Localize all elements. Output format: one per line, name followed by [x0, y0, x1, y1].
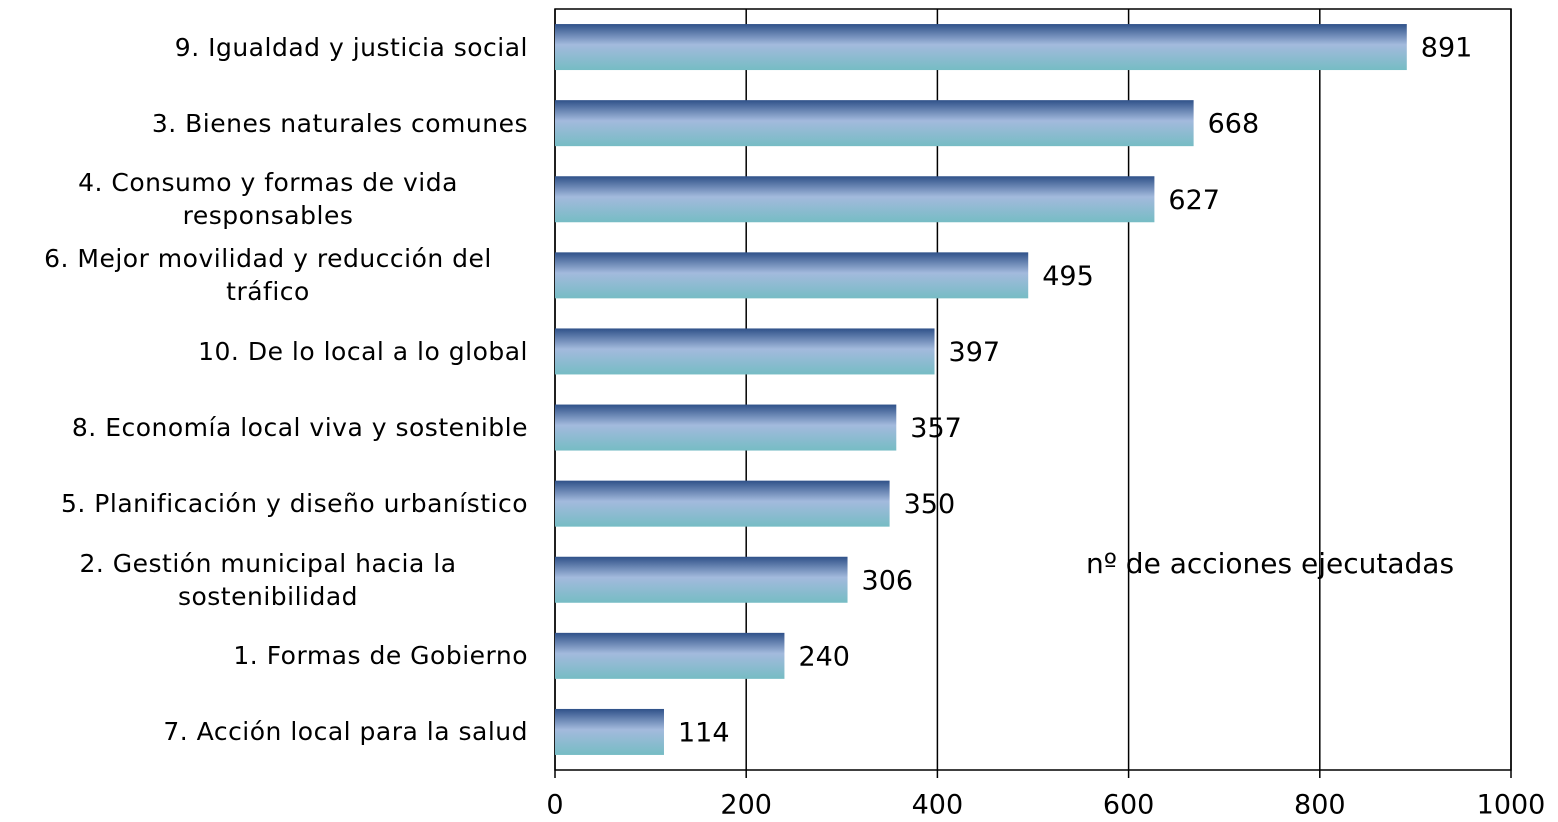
- y-tick-text: 7. Acción local para la salud: [163, 717, 528, 747]
- bar: [555, 708, 664, 755]
- bar: [555, 100, 1194, 147]
- y-tick-label: 4. Consumo y formas de vida responsables: [8, 166, 528, 232]
- value-label: 240: [798, 641, 850, 672]
- value-label: 350: [904, 489, 956, 520]
- y-tick-text: 4. Consumo y formas de vida responsables: [78, 168, 458, 231]
- y-tick-label: 1. Formas de Gobierno: [8, 639, 528, 672]
- value-label: 495: [1042, 261, 1094, 292]
- value-label: 114: [678, 717, 730, 748]
- value-label: 306: [862, 565, 914, 596]
- x-tick-label: 800: [1294, 790, 1346, 821]
- bar: [555, 632, 785, 679]
- annotation: nº de acciones ejecutadas: [1086, 547, 1454, 580]
- y-tick-text: 10. De lo local a lo global: [198, 336, 528, 366]
- x-tick-label: 600: [1103, 790, 1155, 821]
- y-tick-label: 7. Acción local para la salud: [8, 715, 528, 748]
- y-tick-text: 3. Bienes naturales comunes: [151, 108, 528, 138]
- y-tick-label: 8. Economía local viva y sostenible: [8, 411, 528, 444]
- bar: [555, 404, 897, 451]
- y-tick-text: 9. Igualdad y justicia social: [174, 32, 528, 62]
- y-tick-label: 10. De lo local a lo global: [8, 335, 528, 368]
- y-tick-label: 2. Gestión municipal hacia la sostenibil…: [8, 547, 528, 613]
- y-tick-label: 5. Planificación y diseño urbanístico: [8, 487, 528, 520]
- x-tick-label: 400: [912, 790, 964, 821]
- bar: [555, 556, 848, 603]
- y-tick-text: 1. Formas de Gobierno: [233, 641, 528, 671]
- y-tick-text: 8. Economía local viva y sostenible: [71, 413, 528, 443]
- value-label: 397: [949, 337, 1001, 368]
- x-tick-label: 1000: [1477, 790, 1546, 821]
- bar: [555, 328, 935, 375]
- y-tick-text: 6. Mejor movilidad y reducción del tráfi…: [44, 244, 492, 307]
- bar: [555, 24, 1407, 71]
- plot-border: [554, 8, 1512, 771]
- value-label: 668: [1208, 109, 1260, 140]
- y-tick-label: 9. Igualdad y justicia social: [8, 31, 528, 64]
- value-label: 627: [1168, 185, 1220, 216]
- y-tick-text: 5. Planificación y diseño urbanístico: [61, 489, 528, 519]
- bar: [555, 480, 890, 527]
- value-label: 891: [1421, 33, 1473, 64]
- y-tick-label: 6. Mejor movilidad y reducción del tráfi…: [8, 242, 528, 308]
- y-tick-label: 3. Bienes naturales comunes: [8, 107, 528, 140]
- value-label: 357: [910, 413, 962, 444]
- bar: [555, 252, 1029, 299]
- y-tick-text: 2. Gestión municipal hacia la sostenibil…: [79, 548, 457, 611]
- bar: [555, 176, 1155, 223]
- x-tick-label: 200: [720, 790, 772, 821]
- x-tick-label: 0: [546, 790, 563, 821]
